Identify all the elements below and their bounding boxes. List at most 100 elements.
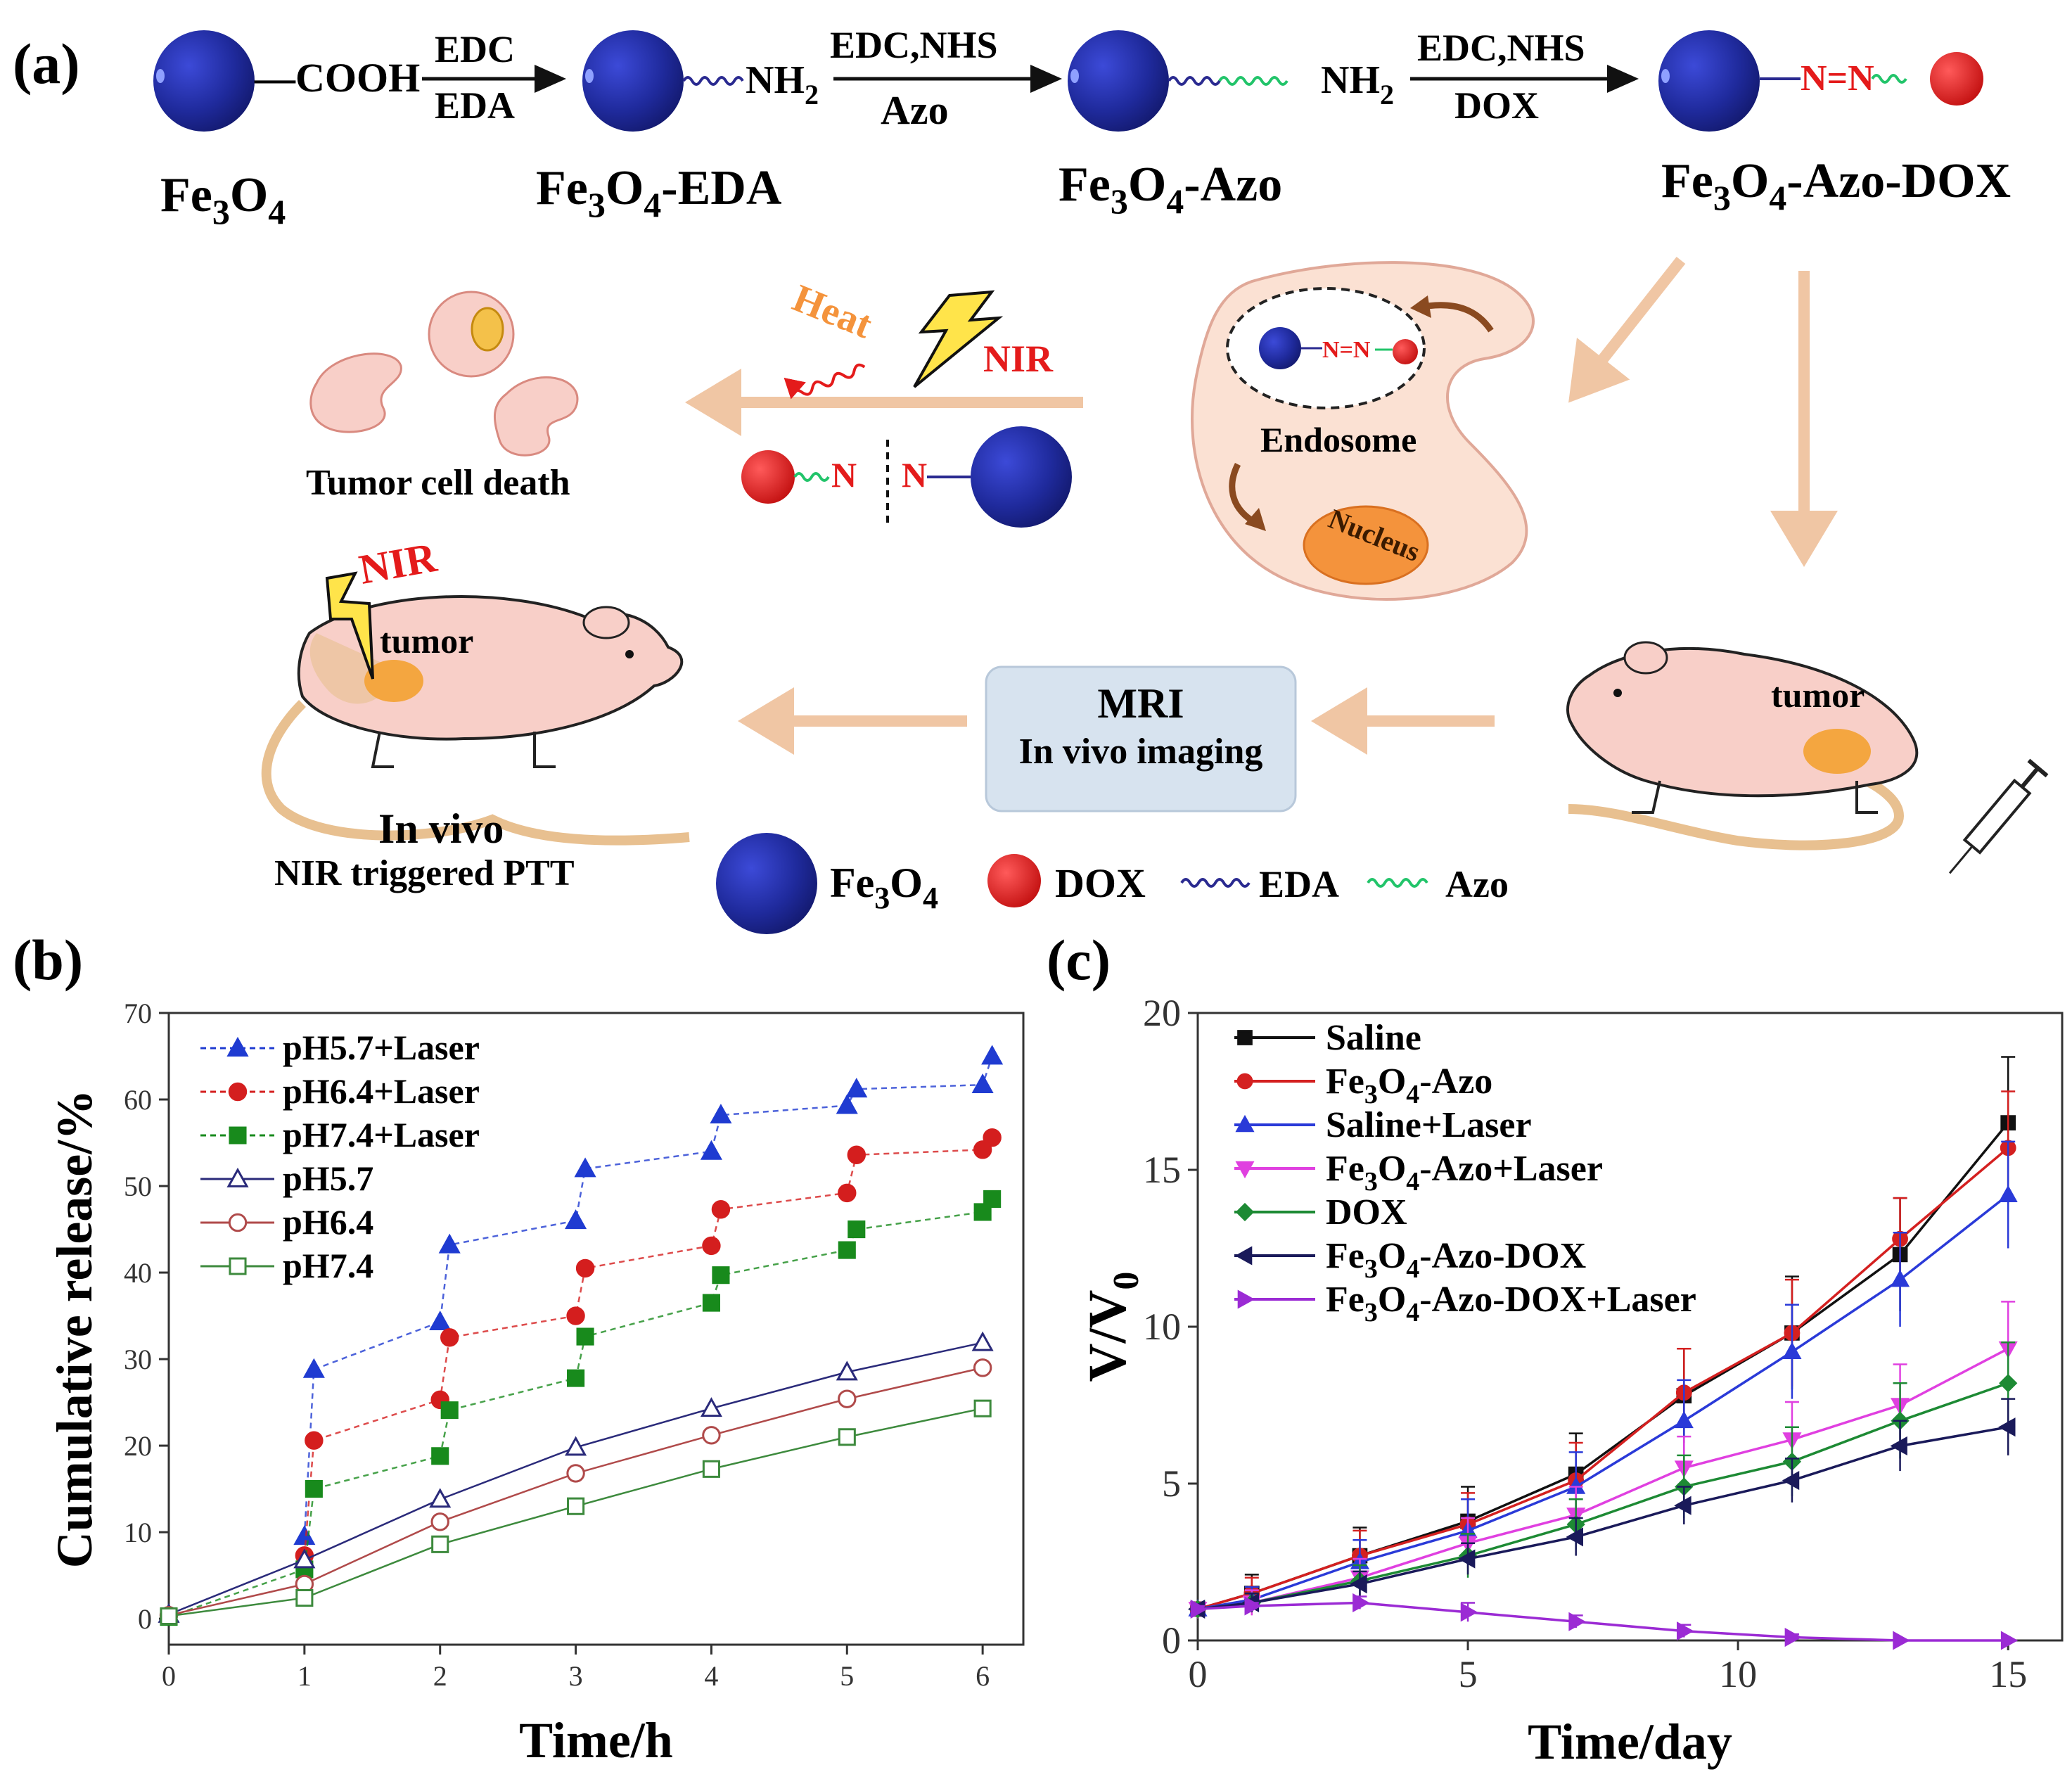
data-point [1457,1549,1476,1569]
data-point [971,1331,994,1351]
data-point [1998,1417,2016,1437]
data-point [1782,1341,1802,1359]
legend-label: Saline+Laser [1326,1105,1532,1145]
tumor-cell-death-label: Tumor cell death [306,463,570,503]
x-tick-label: 5 [1459,1653,1478,1695]
x-tick-label: 6 [976,1660,990,1692]
label-fe3o4-eda: Fe3O4-EDA [536,161,782,224]
particle-highlight [585,69,594,83]
legend-marker [1237,1030,1253,1045]
legend-label: Fe3O4-Azo-DOX+Laser [1326,1280,1696,1327]
data-point [1891,1270,1910,1287]
data-point [1890,1436,1907,1456]
nh2-group: NH2 [1321,58,1394,110]
mouse-body [1566,647,1919,798]
particle-highlight [156,69,165,83]
flow-arrows [685,257,1838,755]
heat-label: Heat [787,276,878,348]
series-line [1197,1121,2009,1611]
legend-label: DOX [1326,1192,1407,1232]
reagent-bottom-1: EDA [435,84,515,127]
lightning-bolt [325,571,374,680]
data-point [438,1233,461,1254]
fe3o4-particle [153,30,255,132]
eda-linker [682,76,744,86]
azo-linker [1218,76,1288,86]
uptake-arrow-top [1427,302,1494,333]
data-point [429,1488,452,1508]
data-point [160,1607,178,1625]
legend-marker [229,1257,247,1275]
data-point [836,1094,858,1114]
mri-box: MRI In vivo imaging [985,665,1297,812]
plot-frame [167,1012,1025,1646]
uptake-arrow-bottom [1229,462,1254,523]
data-point [293,1548,316,1569]
data-point [576,1327,594,1346]
y-tick-label: 5 [1162,1462,1181,1505]
y-tick-label: 20 [1143,992,1181,1034]
data-point [710,1104,732,1124]
step-fe3o4: —COOH Fe3O4 [153,30,420,231]
cell-diagram: N=N Endosome Nucleus [1191,261,1535,601]
data-point [1999,1374,2018,1393]
data-point [711,1200,731,1219]
data-point [574,1157,596,1178]
legend-azo-label: Azo [1445,863,1509,905]
tumor [1803,729,1871,774]
dox-particle [1393,339,1418,364]
mri-line1: MRI [1097,680,1184,727]
legend-marker [1235,1202,1255,1222]
x-tick-label: 3 [569,1660,583,1692]
mouse-ptt: NIR tumor In vivo NIR triggered PTT [261,534,690,893]
fe3o4-particle [1259,327,1301,369]
step-fe3o4-azo-dox: N=N Fe3O4-Azo-DOX [1658,30,2011,217]
data-point [1784,1627,1803,1647]
legend-label: Saline [1326,1018,1421,1058]
step-fe3o4-azo: NH2 Fe3O4-Azo [1059,30,1394,221]
x-tick-label: 1 [298,1660,312,1692]
y-tick-label: 30 [124,1344,152,1375]
data-point [565,1436,587,1456]
data-point [2000,1631,2019,1650]
legend-marker [1235,1114,1255,1133]
data-point [1782,1470,1800,1491]
data-point [847,1145,866,1164]
panel-label-c: (c) [1047,928,1111,992]
legend-marker [1234,1246,1253,1266]
data-point [838,1428,856,1446]
mouse-tumor-label: tumor [380,621,473,661]
data-point [973,1399,992,1417]
x-tick-label: 15 [1989,1653,2027,1695]
y-tick-label: 10 [1143,1306,1181,1348]
legend-azo-wave [1367,878,1428,888]
data-point [1460,1602,1478,1622]
ptt-line1: In vivo [378,805,504,852]
endosome-bond: N=N [1322,337,1371,363]
legend-fe3o4-label: Fe3O4 [830,860,938,915]
data-point [971,1073,994,1093]
particle-highlight [1661,69,1670,83]
x-tick-label: 0 [162,1660,176,1692]
fe3o4-particle [971,426,1072,528]
series-line [303,1137,993,1556]
data-point [983,1190,1002,1209]
reagent-top-1: EDC [435,28,515,70]
endosome-label: Endosome [1260,420,1416,459]
y-tick-label: 60 [124,1084,152,1116]
x-tick-label: 0 [1189,1653,1208,1695]
data-point [430,1512,449,1531]
tumor [364,660,423,702]
data-point [429,1311,452,1331]
dox-particle [1930,52,1983,106]
y-tick-label: 50 [124,1171,152,1202]
panel-label-b: (b) [13,928,83,992]
legend-label: pH5.7 [283,1159,373,1198]
series-Fe3O4-Azo-DOX+Laser [1190,1593,2019,1650]
data-point [1568,1612,1586,1631]
data-point [1674,1410,1694,1429]
series-Fe3O4-Azo [1189,1090,2016,1617]
reagent-bottom-2: Azo [881,87,949,133]
cooh-group: —COOH [254,55,420,101]
data-point [440,1328,459,1347]
